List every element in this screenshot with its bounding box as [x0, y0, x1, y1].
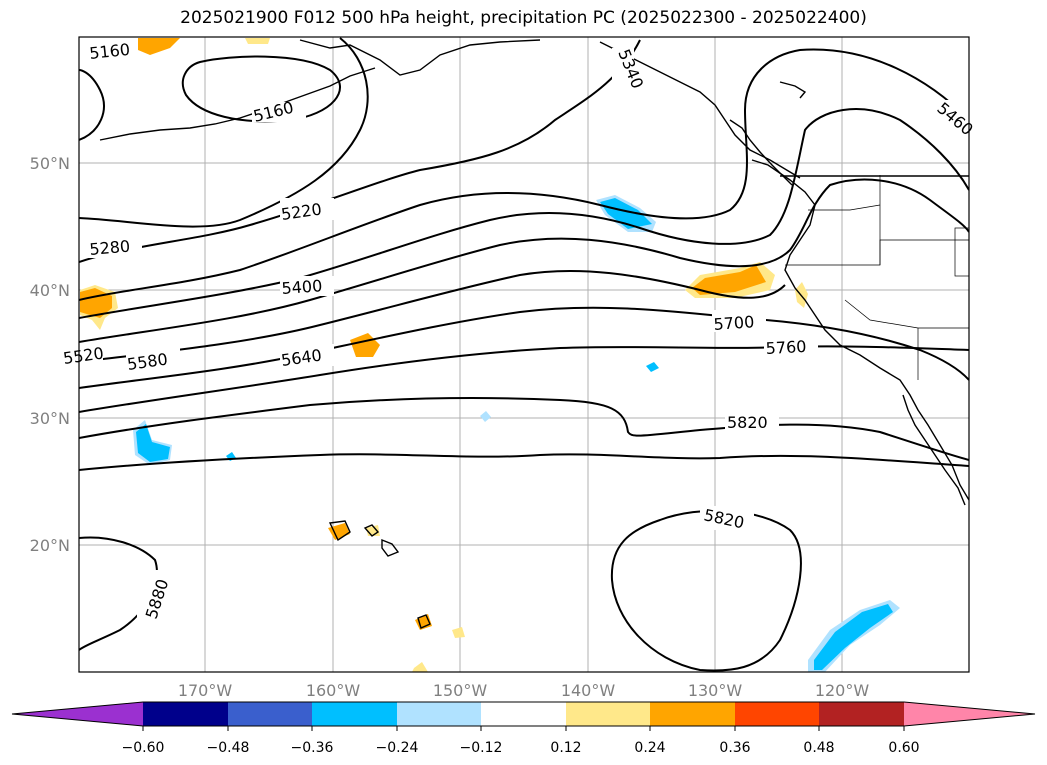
- colorbar-tick-label: −0.24: [376, 740, 419, 756]
- colorbar: −0.60 −0.48 −0.36 −0.24 −0.12 0.12 0.24 …: [11, 701, 1036, 756]
- colorbar-segment: [397, 702, 481, 726]
- colorbar-segment: [819, 702, 904, 726]
- contour-label: 5700: [713, 312, 755, 334]
- colorbar-segment: [650, 702, 735, 726]
- precip-negative-area: [136, 424, 170, 462]
- precip-positive-area: [245, 38, 270, 44]
- longitude-labels: 170°W 160°W 150°W 140°W 130°W 120°W: [178, 681, 870, 700]
- colorbar-segment: [228, 702, 312, 726]
- precip-positive-area: [452, 627, 465, 638]
- height-contours: [79, 37, 969, 672]
- colorbar-tick-label: 0.12: [550, 740, 581, 756]
- colorbar-over-extension: [904, 702, 1035, 726]
- contour-label: 5280: [89, 237, 131, 259]
- colorbar-under-extension: [12, 702, 143, 726]
- contour-label: 5820: [727, 413, 768, 432]
- lat-label: 20°N: [30, 536, 70, 555]
- lon-label: 140°W: [561, 681, 616, 700]
- precip-positive-area: [692, 265, 766, 295]
- lon-label: 130°W: [688, 681, 743, 700]
- colorbar-tick-label: −0.60: [122, 740, 165, 756]
- colorbar-segment: [481, 702, 566, 726]
- contour-label-bg: [79, 42, 969, 622]
- colorbar-tick-label: 0.36: [719, 740, 750, 756]
- latitude-labels: 50°N 40°N 30°N 20°N: [30, 154, 70, 555]
- colorbar-tick-label: −0.12: [460, 740, 503, 756]
- colorbar-tick-label: −0.36: [291, 740, 334, 756]
- precip-negative-area: [646, 362, 659, 372]
- precip-positive-area: [350, 333, 380, 357]
- lon-label: 150°W: [433, 681, 488, 700]
- map-title: 2025021900 F012 500 hPa height, precipit…: [180, 8, 867, 28]
- precip-positive-area: [412, 662, 428, 672]
- lat-label: 40°N: [30, 281, 70, 300]
- lat-label: 50°N: [30, 154, 70, 173]
- lat-label: 30°N: [30, 409, 70, 428]
- precip-negative-area: [814, 604, 893, 670]
- lon-label: 170°W: [178, 681, 233, 700]
- colorbar-tick-label: −0.48: [207, 740, 250, 756]
- borders: [780, 175, 969, 380]
- colorbar-segment: [735, 702, 819, 726]
- colorbar-tick-label: 0.60: [888, 740, 919, 756]
- precip-shading: [80, 38, 900, 672]
- precip-negative-area: [480, 411, 491, 422]
- precip-positive-area: [138, 38, 180, 55]
- contour-label: 5760: [765, 337, 807, 358]
- coastlines: [99, 39, 969, 629]
- contour-label: 5400: [281, 276, 323, 298]
- colorbar-tick-label: 0.24: [634, 740, 665, 756]
- map-plot-area: [79, 37, 969, 672]
- precip-negative-area: [600, 198, 652, 229]
- colorbar-segment: [143, 702, 228, 726]
- colorbar-tick-label: 0.48: [803, 740, 834, 756]
- lon-label: 160°W: [306, 681, 361, 700]
- gridlines: [79, 37, 969, 672]
- lon-label: 120°W: [815, 681, 870, 700]
- colorbar-segment: [312, 702, 397, 726]
- contour-label: 5160: [88, 40, 130, 63]
- colorbar-segment: [566, 702, 650, 726]
- map-frame: [78, 36, 970, 673]
